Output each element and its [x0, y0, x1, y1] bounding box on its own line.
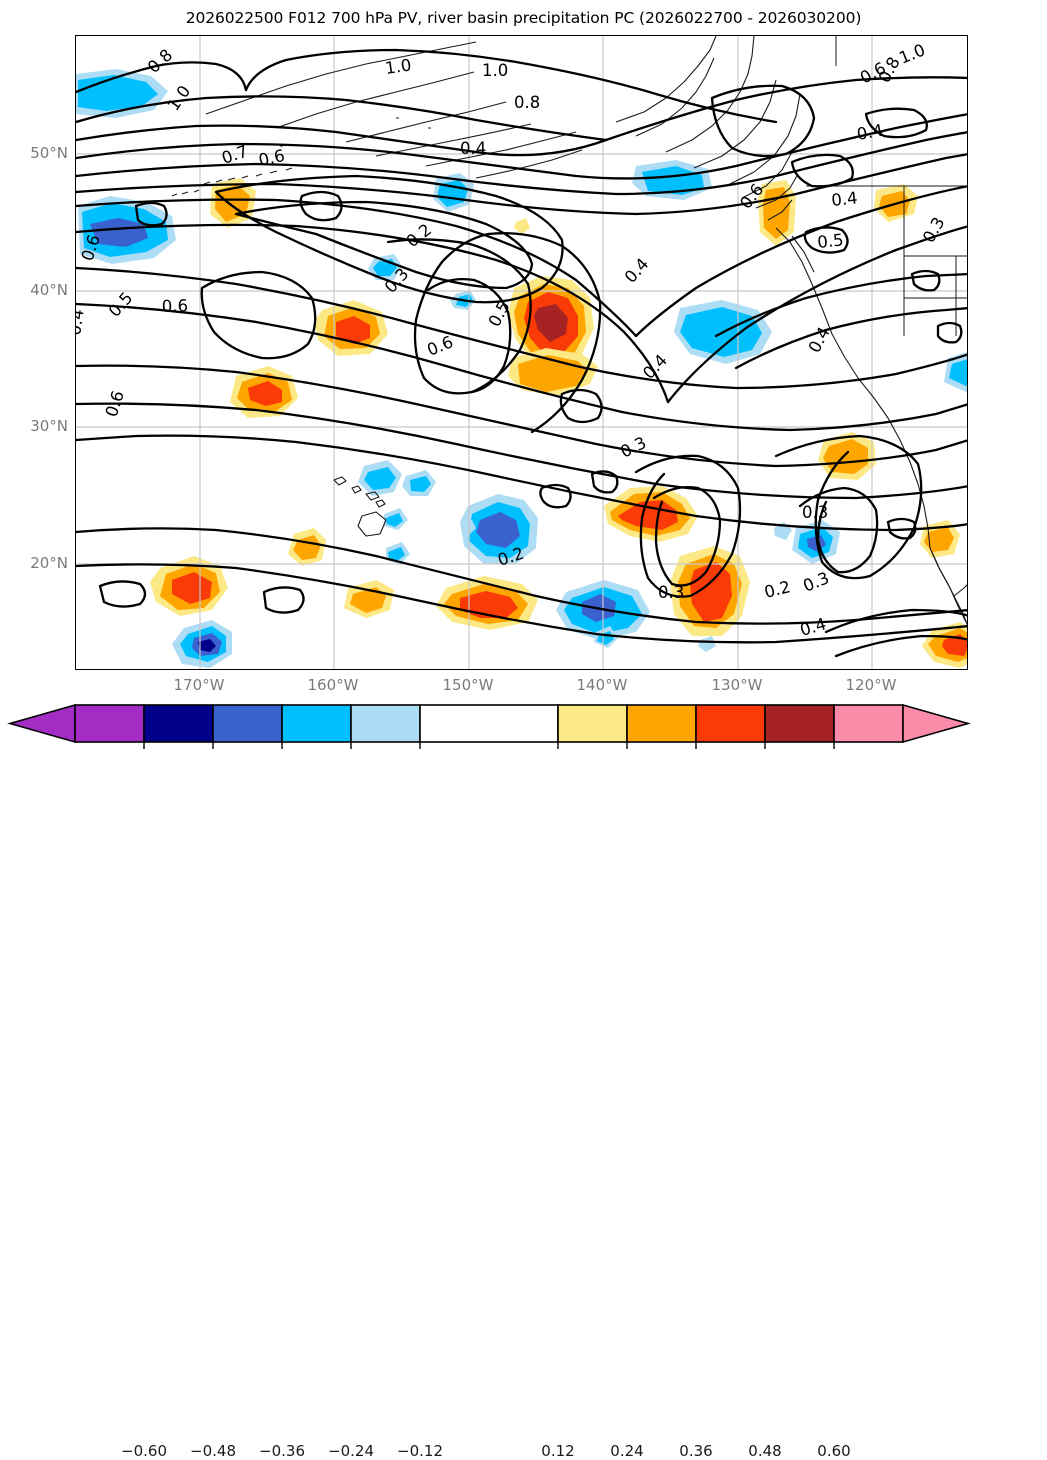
- svg-text:0.3: 0.3: [802, 503, 828, 522]
- colorbar-tick-6: 0.24: [610, 1442, 644, 1460]
- colorbar-tick-8: 0.48: [748, 1442, 782, 1460]
- svg-text:0.6: 0.6: [424, 332, 455, 359]
- y-tick-label-30n: 30°N: [30, 417, 68, 435]
- svg-text:0.8: 0.8: [514, 93, 540, 112]
- colorbar-tick-3: −0.24: [328, 1442, 374, 1460]
- svg-text:0.6: 0.6: [161, 296, 188, 316]
- svg-text:0.5: 0.5: [105, 288, 137, 320]
- svg-text:0.3: 0.3: [617, 433, 649, 462]
- colorbar-over-arrow: [902, 703, 971, 744]
- y-tick-label-50n: 50°N: [30, 144, 68, 162]
- svg-text:0.6: 0.6: [257, 146, 287, 170]
- x-tick-label-150w: 150°W: [442, 676, 494, 694]
- pv-contours: [76, 48, 967, 658]
- colorbar[interactable]: −0.60 −0.48 −0.36 −0.24 −0.12 0.12 0.24 …: [0, 700, 1047, 1460]
- x-tick-label-120w: 120°W: [845, 676, 897, 694]
- svg-text:0.3: 0.3: [800, 568, 831, 595]
- svg-text:0.3: 0.3: [658, 583, 684, 602]
- colorbar-tick-5: 0.12: [541, 1442, 575, 1460]
- svg-text:0.4: 0.4: [798, 614, 828, 639]
- svg-text:0.6: 0.6: [102, 388, 128, 419]
- svg-text:1.0: 1.0: [384, 55, 413, 77]
- svg-text:1.0: 1.0: [482, 61, 508, 80]
- x-tick-label-170w: 170°W: [173, 676, 225, 694]
- figure-root: 2026022500 F012 700 hPa PV, river basin …: [0, 9, 1047, 1460]
- svg-text:0.4: 0.4: [830, 188, 858, 210]
- svg-text:0.4: 0.4: [460, 139, 486, 158]
- svg-text:0.8: 0.8: [144, 45, 176, 77]
- svg-text:0.4: 0.4: [621, 254, 653, 286]
- svg-text:0.4: 0.4: [855, 121, 884, 144]
- colorbar-tick-0: −0.60: [121, 1442, 167, 1460]
- map-canvas: 0.8 1.0 1.0 1.0 0.8 0.7 0.6 0.4 1.0 0.6 …: [76, 36, 967, 669]
- svg-text:0.4: 0.4: [76, 308, 88, 337]
- x-tick-label-130w: 130°W: [711, 676, 763, 694]
- colorbar-tick-4: −0.12: [397, 1442, 443, 1460]
- contour-labels: 0.8 1.0 1.0 1.0 0.8 0.7 0.6 0.4 1.0 0.6 …: [76, 40, 949, 640]
- coastlines: [171, 36, 967, 626]
- x-tick-label-160w: 160°W: [307, 676, 359, 694]
- colorbar-tick-2: −0.36: [259, 1442, 305, 1460]
- y-tick-label-40n: 40°N: [30, 281, 68, 299]
- colorbar-under-arrow: [7, 703, 76, 744]
- map-plot-area[interactable]: 0.8 1.0 1.0 1.0 0.8 0.7 0.6 0.4 1.0 0.6 …: [75, 35, 968, 670]
- svg-text:0.5: 0.5: [816, 230, 844, 252]
- colorbar-segments: [7, 703, 971, 744]
- colorbar-ticks: [143, 742, 835, 749]
- colorbar-tick-7: 0.36: [679, 1442, 713, 1460]
- svg-text:1.0: 1.0: [164, 82, 195, 114]
- y-tick-label-20n: 20°N: [30, 554, 68, 572]
- page-title: 2026022500 F012 700 hPa PV, river basin …: [185, 9, 862, 27]
- colorbar-tick-9: 0.60: [817, 1442, 851, 1460]
- x-tick-label-140w: 140°W: [576, 676, 628, 694]
- svg-text:0.2: 0.2: [403, 220, 435, 251]
- colorbar-tick-1: −0.48: [190, 1442, 236, 1460]
- colorbar-canvas: [7, 703, 971, 749]
- svg-text:0.2: 0.2: [762, 577, 792, 602]
